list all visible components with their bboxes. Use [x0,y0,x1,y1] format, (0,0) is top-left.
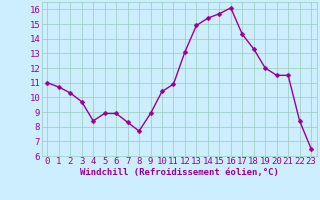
X-axis label: Windchill (Refroidissement éolien,°C): Windchill (Refroidissement éolien,°C) [80,168,279,177]
